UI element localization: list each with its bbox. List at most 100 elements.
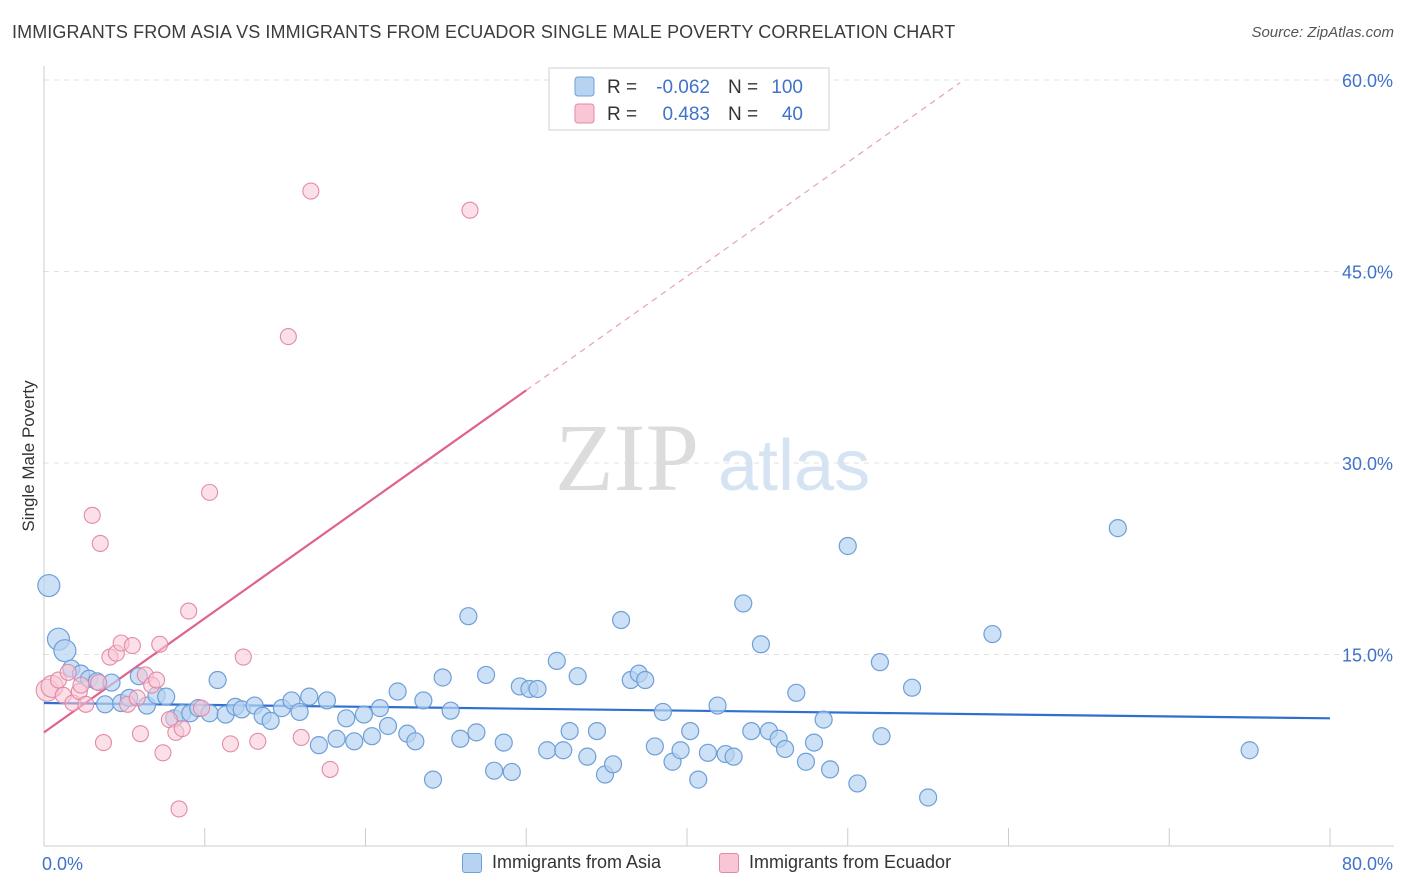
asia-point (337, 709, 356, 728)
ecuador-point (94, 734, 113, 752)
asia-point (636, 670, 655, 690)
asia-point (370, 699, 390, 718)
ecuador-point (128, 689, 146, 707)
asia-point (300, 687, 319, 706)
y-tick-label: 45.0% (1342, 263, 1393, 283)
asia-point (870, 653, 890, 672)
ecuador-point (123, 637, 141, 655)
gridlines (44, 79, 1394, 655)
data-points (35, 182, 1259, 818)
asia-point (751, 635, 771, 654)
y-tick-label: 60.0% (1342, 71, 1393, 91)
asia-point (838, 536, 857, 556)
ecuador-point (321, 760, 339, 778)
asia-point (902, 678, 922, 697)
stats-legend-swatch-ecuador (574, 103, 595, 124)
ecuador-point (201, 483, 219, 501)
asia-point (775, 739, 795, 759)
ecuador-point (170, 800, 188, 818)
asia-point (95, 695, 115, 714)
asia-point (485, 761, 504, 780)
asia-point (502, 762, 521, 782)
series-legend: Immigrants from Asia Immigrants from Ecu… (0, 852, 1406, 878)
asia-point (208, 670, 227, 690)
ecuador-point (83, 506, 101, 524)
ecuador-point (302, 182, 320, 200)
asia-point (554, 741, 573, 760)
asia-point (653, 702, 672, 722)
asia-point (814, 710, 833, 729)
stats-legend: R = -0.062 N = 100 R = 0.483 N = 40 (548, 67, 830, 131)
asia-point (406, 732, 425, 751)
asia-point (603, 755, 623, 774)
asia-point (611, 610, 631, 630)
ecuador-point (249, 732, 267, 750)
asia-point (414, 691, 433, 710)
asia-point (538, 741, 557, 760)
y-tick-label: 30.0% (1342, 454, 1393, 474)
source-note: Source: ZipAtlas.com (1251, 24, 1394, 41)
asia-point (547, 651, 566, 670)
asia-point (708, 696, 727, 715)
asia-point (919, 788, 938, 807)
asia-point (848, 774, 867, 793)
asia-point (441, 701, 460, 720)
ecuador-point (279, 328, 297, 346)
ecuador-point (221, 735, 240, 753)
asia-point (645, 737, 664, 756)
asia-point (261, 711, 280, 730)
asia-point (327, 729, 346, 748)
asia-point (362, 727, 382, 746)
y-tick-label: 15.0% (1342, 646, 1393, 666)
ecuador-point (72, 676, 90, 694)
asia-point (528, 679, 547, 699)
asia-point (578, 747, 597, 766)
asia-point (494, 733, 513, 752)
asia-point (476, 665, 496, 685)
legend-swatch-asia (462, 852, 482, 873)
stats-n-label-asia: N = (728, 77, 758, 98)
asia-point (872, 727, 891, 746)
legend-item-ecuador[interactable]: Immigrants from Ecuador (719, 852, 951, 873)
asia-point (388, 682, 407, 701)
asia-point (423, 770, 443, 789)
asia-point (467, 723, 486, 742)
watermark-atlas: atlas (718, 426, 870, 506)
legend-item-asia[interactable]: Immigrants from Asia (462, 852, 661, 873)
asia-point (671, 741, 690, 760)
watermark-zip: ZIP (555, 404, 699, 511)
stats-n-value-ecuador: 40 (782, 104, 803, 125)
ecuador-point (192, 699, 211, 717)
asia-point (681, 721, 700, 741)
asia-point (451, 729, 470, 748)
axes: 15.0% 30.0% 45.0% 60.0% 0.0% 80.0% (42, 66, 1394, 874)
ecuador-point (131, 725, 149, 743)
ecuador-trend-line (43, 389, 527, 734)
asia-point (734, 594, 753, 613)
legend-label-ecuador: Immigrants from Ecuador (749, 852, 952, 872)
asia-point (698, 743, 717, 762)
ecuador-point (90, 674, 108, 692)
asia-point (317, 691, 337, 710)
stats-r-value-ecuador: 0.483 (662, 104, 710, 125)
ecuador-point (461, 201, 479, 219)
ecuador-point (173, 719, 191, 738)
stats-r-label-asia: R = (607, 77, 637, 98)
asia-point (820, 760, 840, 779)
ecuador-point (147, 671, 166, 689)
asia-point (796, 752, 816, 771)
asia-point (157, 687, 176, 706)
stats-legend-box (548, 67, 830, 131)
y-axis-label: Single Male Poverty (19, 380, 38, 532)
asia-point (290, 702, 309, 722)
legend-label-asia: Immigrants from Asia (492, 852, 662, 872)
ecuador-point (151, 635, 169, 653)
asia-point (354, 705, 373, 724)
stats-r-value-asia: -0.062 (656, 77, 710, 98)
stats-n-label-ecuador: N = (728, 104, 758, 125)
asia-point (983, 624, 1002, 644)
ecuador-point (77, 695, 95, 713)
asia-point (53, 639, 77, 663)
asia-point (1108, 519, 1127, 538)
